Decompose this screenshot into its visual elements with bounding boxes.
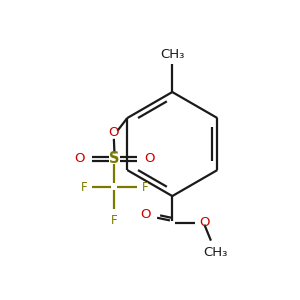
Text: O: O <box>140 208 151 221</box>
Text: O: O <box>144 152 155 165</box>
Text: O: O <box>200 216 210 229</box>
Text: O: O <box>74 152 85 165</box>
Text: CH₃: CH₃ <box>160 48 184 62</box>
Text: O: O <box>109 125 119 139</box>
Text: F: F <box>111 214 118 227</box>
Text: S: S <box>109 151 120 166</box>
Text: CH₃: CH₃ <box>203 246 228 259</box>
Text: F: F <box>142 181 148 194</box>
Text: F: F <box>80 181 87 194</box>
